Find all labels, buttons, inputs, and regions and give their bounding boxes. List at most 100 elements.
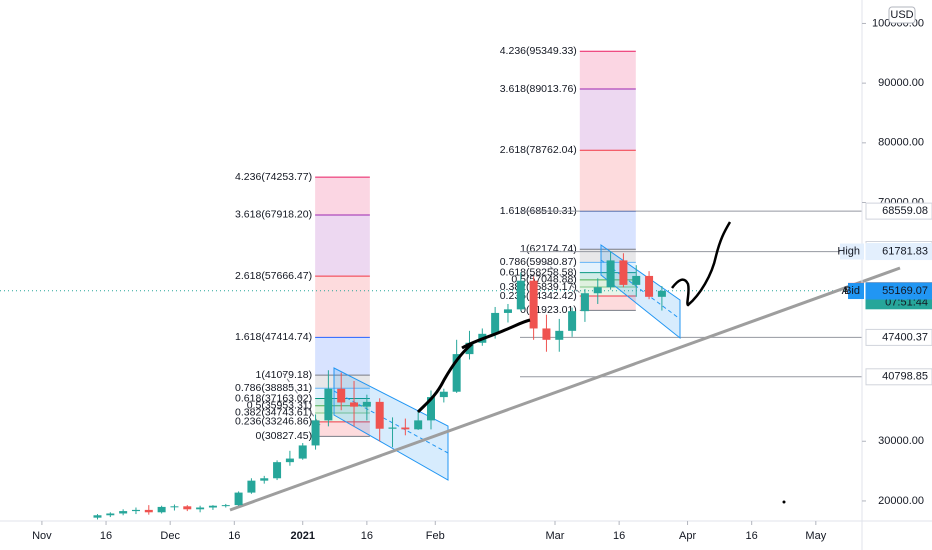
candle-body — [632, 275, 641, 285]
candle-body — [593, 287, 602, 294]
fib-label: 1(62174.74) — [520, 243, 577, 255]
drawing — [416, 342, 473, 414]
x-tick-label: Dec — [160, 530, 180, 542]
candle-body — [516, 280, 525, 310]
candle-body — [529, 280, 538, 329]
candle-body — [568, 311, 577, 331]
price-tag-time: 07:51:44 — [885, 297, 928, 309]
fib-zone — [579, 51, 636, 90]
candle-body — [465, 342, 474, 355]
price-tag — [865, 202, 932, 220]
drawing — [461, 318, 531, 350]
dashed-diag — [544, 261, 589, 301]
candle-body — [144, 509, 153, 513]
candle-body — [542, 328, 551, 340]
candle-body — [298, 445, 307, 459]
fib-zone — [315, 177, 370, 215]
candle-body — [555, 330, 564, 340]
candle-body — [234, 492, 243, 506]
x-tick-label: Feb — [426, 530, 445, 542]
candle-body — [606, 260, 615, 288]
fib-zone — [315, 337, 370, 376]
price-tag — [865, 368, 932, 386]
candle-body — [645, 275, 654, 297]
fib-zone — [315, 276, 370, 338]
price-tag — [865, 282, 932, 300]
fib-label: 0.618(37163.02) — [235, 392, 312, 404]
candle-body — [119, 511, 128, 514]
fib-label: 0(30827.45) — [255, 430, 312, 442]
x-tick-label: 2021 — [290, 530, 314, 542]
candle-body — [260, 478, 269, 481]
candle-body — [93, 515, 102, 518]
candle-body — [350, 402, 359, 407]
fib-zone — [579, 287, 636, 296]
price-tag — [865, 328, 932, 346]
candle-body — [131, 509, 140, 512]
x-tick-label: May — [805, 530, 826, 542]
y-tick-label: 30000.00 — [878, 435, 924, 447]
candle-body — [273, 462, 282, 479]
x-tick-label: Apr — [679, 530, 696, 542]
price-tag-value: 40798.85 — [882, 371, 928, 383]
dashed-diag — [282, 372, 321, 426]
x-tick-label: Nov — [32, 530, 52, 542]
candle-body — [247, 480, 256, 493]
y-tick-label: 20000.00 — [878, 495, 924, 507]
candle-body — [157, 506, 166, 513]
fib-label: 0.786(59980.87) — [500, 256, 577, 268]
candle-body — [401, 427, 410, 430]
fib-label: 0.5(57048.88) — [511, 274, 576, 286]
candle-body — [208, 505, 217, 508]
candle-body — [183, 506, 192, 510]
price-tag — [865, 243, 932, 261]
price-tag-name: Bid — [844, 285, 860, 297]
fib-label: 0.618(58258.58) — [500, 266, 577, 278]
candle-body — [427, 397, 435, 421]
fib-zone — [315, 412, 370, 422]
currency: USD — [890, 9, 913, 21]
fib-label: 1.618(47414.74) — [235, 331, 312, 343]
fib-group: 0(30827.45) 0.236(33246.86)0.382(34743.61… — [235, 45, 636, 442]
currency-box — [888, 6, 916, 24]
x-tick-label: 16 — [746, 530, 758, 542]
candle-body — [324, 388, 333, 421]
candle-body — [196, 507, 205, 510]
channel-mid — [333, 390, 449, 454]
fib-zone — [579, 211, 636, 250]
candle-body — [170, 506, 179, 508]
price-tag-value: 47400.37 — [882, 331, 928, 343]
price-tag-name-box — [840, 243, 864, 260]
fib-label: 0.382(34743.61) — [235, 407, 312, 419]
fib-label: 3.618(67918.20) — [235, 209, 312, 221]
candle-body — [619, 260, 628, 285]
dot — [782, 500, 786, 504]
x-tick-label: 16 — [228, 530, 240, 542]
candle-body — [311, 420, 320, 446]
fib-label: 0.236(33246.86) — [235, 416, 312, 428]
x-tick-label: 16 — [361, 530, 373, 542]
y-tick-label: 90000.00 — [878, 77, 924, 89]
price-tag-value: 61781.83 — [882, 245, 928, 257]
price-tag-name-box — [848, 283, 864, 300]
candle-body — [657, 290, 666, 297]
fib-label: 2.618(78762.04) — [500, 144, 577, 156]
candle-body — [580, 293, 589, 312]
candle-body — [106, 513, 115, 516]
x-tick-label: Mar — [546, 530, 565, 542]
fib-zone — [579, 89, 636, 151]
fib-label: 4.236(74253.77) — [235, 171, 312, 183]
fib-zone — [579, 295, 636, 311]
candle-body — [221, 505, 230, 507]
fib-label: 2.618(57666.47) — [235, 270, 312, 282]
x-tick-label: 16 — [100, 530, 112, 542]
plot-area: 0(30827.45) 0.236(33246.86)0.382(34743.61… — [0, 45, 901, 520]
fib-label: 4.236(95349.33) — [500, 45, 577, 57]
price-tag-value: 68559.08 — [882, 205, 928, 217]
channel — [333, 367, 449, 481]
price-tag-value: 55169.07 — [882, 285, 928, 297]
candle-body — [388, 427, 397, 429]
candle-body — [439, 391, 448, 398]
